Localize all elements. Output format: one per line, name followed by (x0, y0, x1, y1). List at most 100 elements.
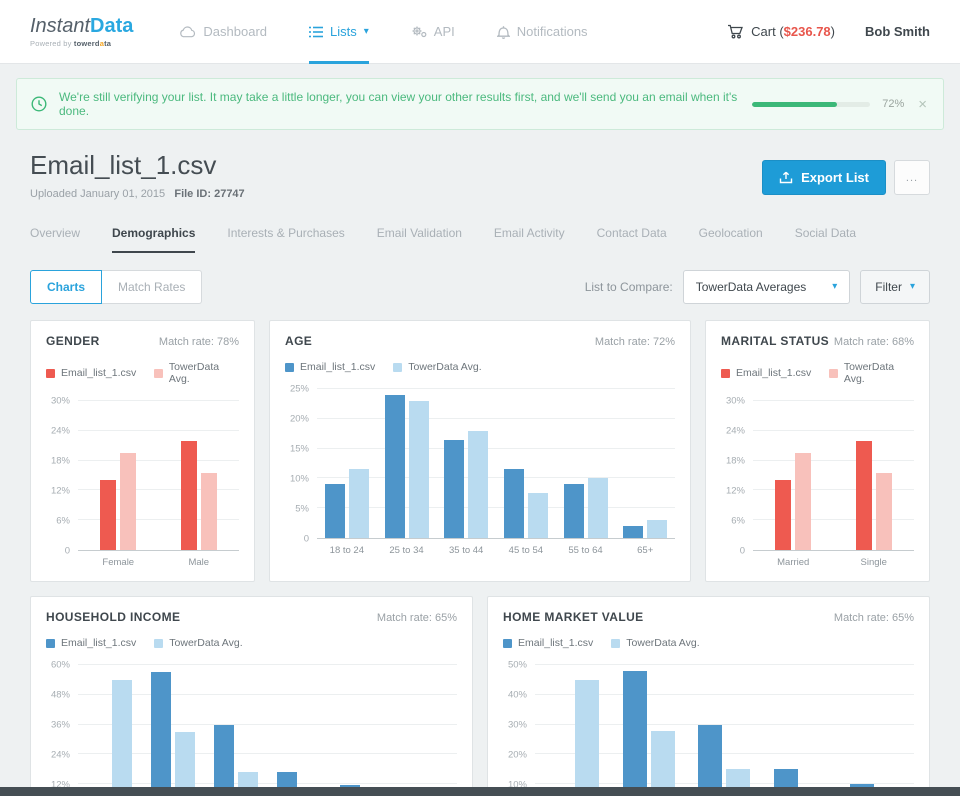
nav-item-api[interactable]: API (411, 0, 455, 64)
legend-label: Email_list_1.csv (736, 367, 812, 379)
file-id-label: File ID: (174, 188, 212, 200)
y-axis-label: 30% (50, 395, 70, 407)
gridline (78, 693, 457, 695)
tab-email-validation[interactable]: Email Validation (376, 226, 462, 240)
y-axis-label: 60% (50, 659, 70, 671)
legend-swatch (393, 362, 403, 372)
gridline (78, 429, 239, 431)
y-axis-label: 10% (507, 779, 527, 791)
legend-swatch (721, 368, 730, 378)
gridline (753, 400, 914, 401)
brand-logo[interactable]: InstantData Powered by towerdata (30, 15, 133, 48)
bar-groups (535, 665, 914, 796)
chart-controls: Charts Match Rates List to Compare: Towe… (30, 270, 930, 304)
legend-item: Email_list_1.csv (46, 361, 136, 385)
uploaded-date: Uploaded January 01, 2015 (30, 188, 166, 200)
match-rate-label: Match rate: 72% (594, 336, 675, 348)
cart-prefix: Cart ( (751, 24, 784, 39)
legend-item: Email_list_1.csv (285, 361, 375, 373)
nav-item-lists[interactable]: Lists ▾ (309, 0, 369, 64)
gridline (78, 489, 239, 491)
bar-group (331, 665, 394, 796)
chart-card-header: GENDER Match rate: 78% (46, 334, 239, 348)
controls-right: List to Compare: TowerData Averages ▾ Fi… (585, 270, 930, 304)
cloud-icon (180, 25, 196, 37)
match-rates-toggle-button[interactable]: Match Rates (102, 270, 203, 304)
bar-group (141, 665, 204, 796)
file-id-value: 27747 (214, 188, 245, 200)
x-axis-label: 45 to 54 (508, 545, 544, 556)
bar (775, 480, 792, 550)
tab-bar: Overview Demographics Interests & Purcha… (30, 226, 930, 253)
bar (174, 732, 195, 796)
bar (444, 439, 465, 538)
bar (647, 520, 668, 538)
y-axis-label: 48% (50, 689, 70, 701)
chart-plot: 0 5% 10% 15% 20% 25% 18 to 24 25 to 34 35 to 44 4… (285, 384, 675, 559)
gridline (317, 388, 675, 389)
tab-demographics[interactable]: Demographics (112, 226, 196, 253)
nav-item-notifications[interactable]: Notifications (496, 0, 588, 64)
y-axis: 0 6% 12% 18% 24% 30% (46, 396, 78, 557)
verification-banner: We're still verifying your list. It may … (16, 78, 944, 130)
top-navigation: InstantData Powered by towerdata Dashboa… (0, 0, 960, 64)
tab-email-activity[interactable]: Email Activity (493, 226, 565, 240)
legend-swatch (829, 368, 838, 378)
bar (180, 440, 197, 550)
bar (408, 400, 429, 538)
legend-label: TowerData Avg. (408, 361, 482, 373)
brand-data: Data (90, 15, 134, 37)
y-axis-label: 20% (507, 749, 527, 761)
page-content: We're still verifying your list. It may … (0, 64, 960, 796)
nav-item-dashboard[interactable]: Dashboard (179, 0, 267, 64)
gridline (753, 429, 914, 431)
bar (587, 478, 608, 538)
tab-social-data[interactable]: Social Data (794, 226, 857, 240)
bar (503, 469, 524, 538)
progress-percent: 72% (882, 98, 905, 110)
more-options-button[interactable]: ... (894, 160, 930, 195)
gridline (317, 507, 675, 509)
list-icon (309, 26, 324, 37)
gridline (317, 417, 675, 419)
legend-label: Email_list_1.csv (61, 637, 137, 649)
tab-interests-purchases[interactable]: Interests & Purchases (227, 226, 345, 240)
chart-card-gender: GENDER Match rate: 78% Email_list_1.csv T… (30, 320, 255, 582)
y-axis: 0 5% 10% 15% 20% 25% (285, 384, 317, 545)
gridline (78, 519, 239, 521)
y-axis-label: 10% (289, 473, 309, 485)
nav-label: Dashboard (203, 24, 268, 39)
cart-label: Cart ($236.78) (751, 24, 835, 39)
bar-group (615, 389, 675, 538)
page-title: Email_list_1.csv (30, 150, 217, 180)
filter-button[interactable]: Filter ▾ (860, 270, 930, 304)
x-axis-label: 35 to 44 (449, 545, 484, 556)
nav-items: Dashboard Lists ▾ API Notifications (179, 0, 588, 64)
plot-area (317, 388, 675, 539)
x-axis: Married Single (753, 557, 914, 571)
bar (622, 670, 647, 796)
compare-select[interactable]: TowerData Averages ▾ (682, 270, 851, 304)
tab-overview[interactable]: Overview (30, 226, 81, 240)
tab-contact-data[interactable]: Contact Data (596, 226, 667, 240)
gridline (753, 459, 914, 461)
bar-group (834, 401, 915, 550)
export-list-button[interactable]: Export List (762, 160, 886, 195)
y-axis-label: 0 (64, 545, 70, 557)
y-axis-label: 0 (739, 545, 745, 557)
close-icon[interactable]: × (918, 95, 927, 113)
legend-swatch (154, 368, 163, 378)
bar-group (687, 665, 763, 796)
charts-toggle-button[interactable]: Charts (30, 270, 103, 304)
chevron-down-icon: ▾ (909, 281, 915, 292)
chart-title: AGE (285, 334, 313, 348)
header-actions: Export List ... (762, 160, 930, 195)
bell-icon (496, 25, 510, 39)
y-axis-label: 15% (289, 443, 309, 455)
tab-geolocation[interactable]: Geolocation (698, 226, 763, 240)
cart-button[interactable]: Cart ($236.78) (727, 24, 835, 39)
legend-swatch (611, 638, 621, 648)
page-header-left: Email_list_1.csv Uploaded January 01, 20… (30, 150, 245, 200)
plot-area (78, 400, 239, 551)
user-menu[interactable]: Bob Smith (865, 24, 930, 39)
